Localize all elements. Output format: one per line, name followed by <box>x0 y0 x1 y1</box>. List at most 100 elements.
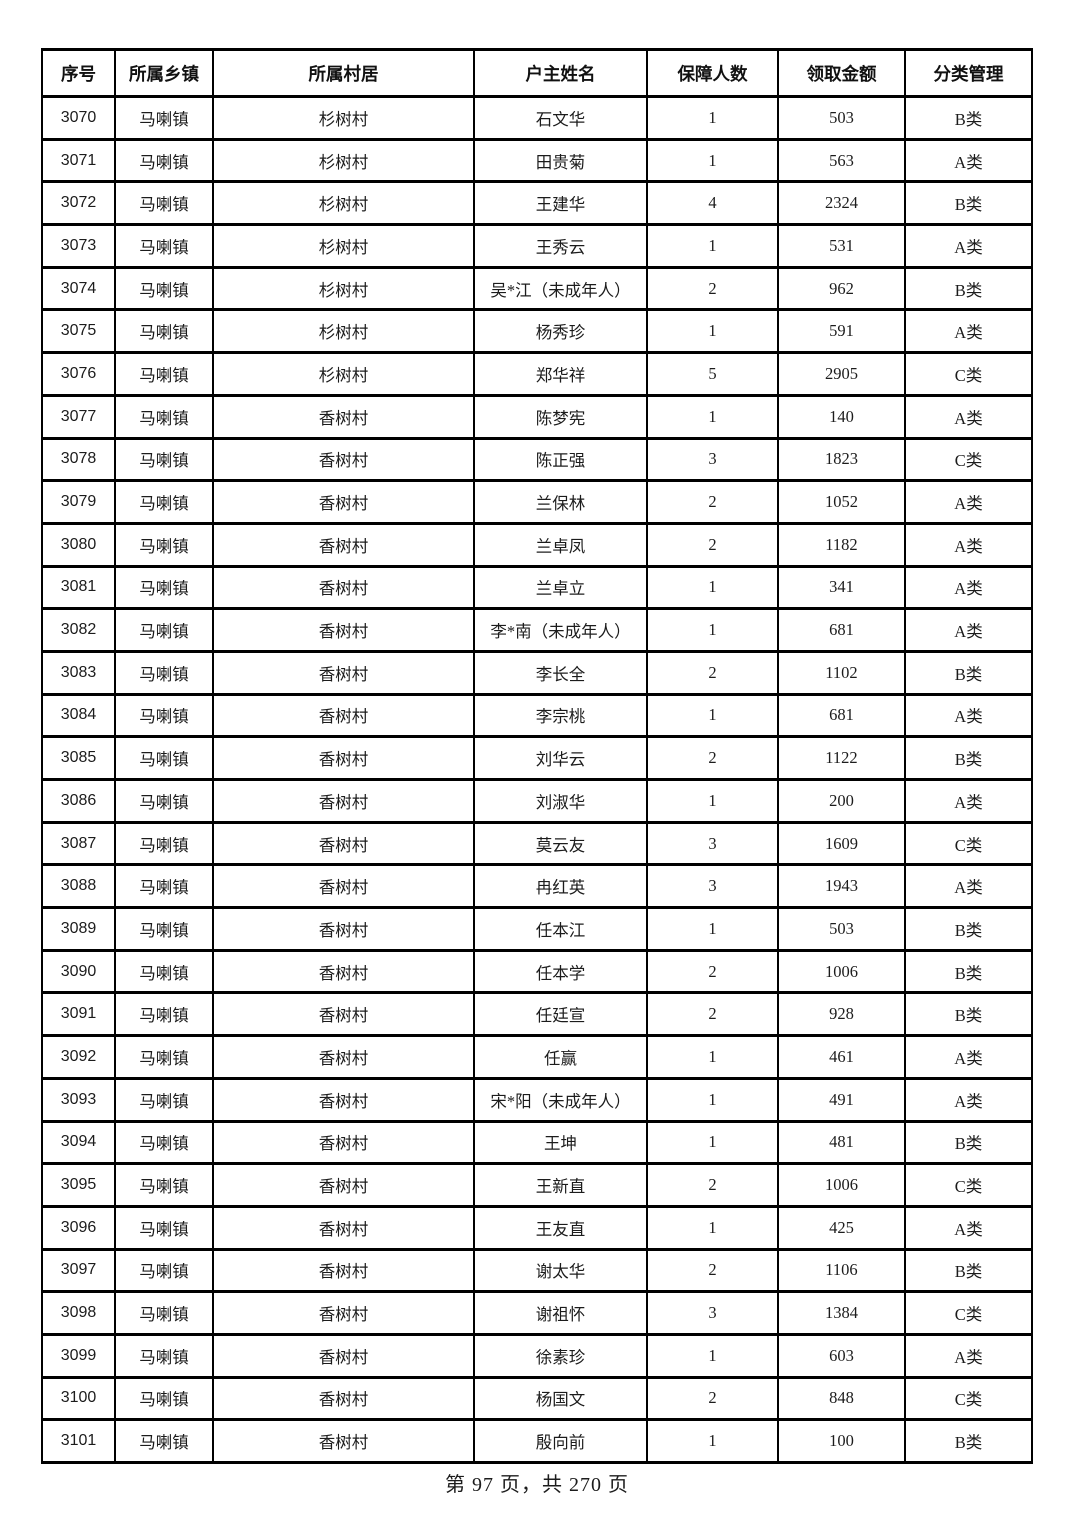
table-cell: 香树村 <box>212 1034 475 1080</box>
table-cell: 1 <box>646 778 779 824</box>
table-cell: A类 <box>904 778 1033 824</box>
table-cell: 杉树村 <box>212 95 475 141</box>
table-cell: 1006 <box>777 1162 906 1208</box>
table-cell: 2 <box>646 1375 779 1422</box>
table-cell: 马喇镇 <box>114 137 214 184</box>
table-cell: 殷向前 <box>473 1418 648 1464</box>
table-cell: 3101 <box>41 1418 116 1464</box>
table-cell: 3076 <box>41 351 116 397</box>
table-cell: 杨国文 <box>473 1375 648 1422</box>
table-cell: 马喇镇 <box>114 521 214 568</box>
table-cell: 马喇镇 <box>114 479 214 525</box>
table-cell: A类 <box>904 308 1033 355</box>
table-cell: 香树村 <box>212 649 475 696</box>
table-cell: 马喇镇 <box>114 436 214 483</box>
table-row: 3085 马喇镇 香树村 刘华云 2 1122 B类 <box>41 735 1033 781</box>
table-cell: 马喇镇 <box>114 393 214 440</box>
table-row: 3075 马喇镇 杉树村 杨秀珍 1 591 A类 <box>41 308 1033 355</box>
table-cell: 3071 <box>41 137 116 184</box>
table-cell: 香树村 <box>212 1076 475 1123</box>
table-cell: 马喇镇 <box>114 95 214 141</box>
table-cell: B类 <box>904 649 1033 696</box>
table-row: 3099 马喇镇 香树村 徐素珍 1 603 A类 <box>41 1332 1033 1379</box>
table-cell: 任赢 <box>473 1034 648 1080</box>
table-cell: 吴*江（未成年人） <box>473 265 648 312</box>
table-cell: C类 <box>904 1290 1033 1336</box>
table-cell: 徐素珍 <box>473 1332 648 1379</box>
table-cell: 1 <box>646 308 779 355</box>
table-cell: 681 <box>777 607 906 653</box>
table-cell: 马喇镇 <box>114 820 214 867</box>
table-cell: 马喇镇 <box>114 1204 214 1251</box>
table-cell: 2 <box>646 1162 779 1208</box>
table-cell: B类 <box>904 1247 1033 1294</box>
table-cell: 3087 <box>41 820 116 867</box>
table-cell: 马喇镇 <box>114 948 214 995</box>
table-cell: 刘华云 <box>473 735 648 781</box>
table-cell: 马喇镇 <box>114 1076 214 1123</box>
table-cell: 杉树村 <box>212 308 475 355</box>
table-cell: 3080 <box>41 521 116 568</box>
table-cell: 3093 <box>41 1076 116 1123</box>
table-cell: 140 <box>777 393 906 440</box>
table-cell: A类 <box>904 564 1033 611</box>
table-cell: 3082 <box>41 607 116 653</box>
table-cell: 马喇镇 <box>114 351 214 397</box>
table-row: 3091 马喇镇 香树村 任廷宣 2 928 B类 <box>41 991 1033 1038</box>
table-cell: B类 <box>904 95 1033 141</box>
table-cell: 848 <box>777 1375 906 1422</box>
table-cell: 1 <box>646 1418 779 1464</box>
table-cell: 香树村 <box>212 906 475 952</box>
table-cell: 兰保林 <box>473 479 648 525</box>
table-cell: 香树村 <box>212 1290 475 1336</box>
table-cell: 冉红英 <box>473 863 648 910</box>
table-cell: 591 <box>777 308 906 355</box>
table-row: 3095 马喇镇 香树村 王新直 2 1006 C类 <box>41 1162 1033 1208</box>
table-cell: 马喇镇 <box>114 1034 214 1080</box>
table-cell: 杉树村 <box>212 351 475 397</box>
table-cell: 1 <box>646 906 779 952</box>
table-cell: 1 <box>646 1076 779 1123</box>
table-cell: 481 <box>777 1119 906 1166</box>
table-cell: 2 <box>646 649 779 696</box>
table-cell: 1 <box>646 564 779 611</box>
table-cell: 王坤 <box>473 1119 648 1166</box>
table-row: 3094 马喇镇 香树村 王坤 1 481 B类 <box>41 1119 1033 1166</box>
table-cell: 491 <box>777 1076 906 1123</box>
table-cell: 3100 <box>41 1375 116 1422</box>
table-cell: 田贵菊 <box>473 137 648 184</box>
table-cell: 3085 <box>41 735 116 781</box>
column-header: 所属村居 <box>212 48 475 98</box>
table-cell: A类 <box>904 479 1033 525</box>
table-cell: 3095 <box>41 1162 116 1208</box>
table-cell: 李*南（未成年人） <box>473 607 648 653</box>
table-cell: 杉树村 <box>212 223 475 269</box>
table-row: 3074 马喇镇 杉树村 吴*江（未成年人） 2 962 B类 <box>41 265 1033 312</box>
table-row: 3087 马喇镇 香树村 莫云友 3 1609 C类 <box>41 820 1033 867</box>
table-cell: 李长全 <box>473 649 648 696</box>
table-cell: 马喇镇 <box>114 991 214 1038</box>
table-row: 3072 马喇镇 杉树村 王建华 4 2324 B类 <box>41 180 1033 227</box>
table-cell: C类 <box>904 1162 1033 1208</box>
table-cell: 马喇镇 <box>114 223 214 269</box>
table-cell: 香树村 <box>212 1119 475 1166</box>
table-cell: 5 <box>646 351 779 397</box>
table-cell: 莫云友 <box>473 820 648 867</box>
table-cell: 1102 <box>777 649 906 696</box>
table-cell: 马喇镇 <box>114 564 214 611</box>
table-cell: 杨秀珍 <box>473 308 648 355</box>
table-cell: 2 <box>646 265 779 312</box>
table-cell: C类 <box>904 1375 1033 1422</box>
table-row: 3080 马喇镇 香树村 兰卓凤 2 1182 A类 <box>41 521 1033 568</box>
table-cell: 香树村 <box>212 1375 475 1422</box>
table-cell: 香树村 <box>212 692 475 739</box>
table-row: 3097 马喇镇 香树村 谢太华 2 1106 B类 <box>41 1247 1033 1294</box>
table-cell: 1609 <box>777 820 906 867</box>
table-cell: B类 <box>904 948 1033 995</box>
table-cell: 马喇镇 <box>114 1332 214 1379</box>
table-cell: 香树村 <box>212 564 475 611</box>
table-cell: 425 <box>777 1204 906 1251</box>
table-cell: 3079 <box>41 479 116 525</box>
table-cell: 香树村 <box>212 1332 475 1379</box>
table-row: 3073 马喇镇 杉树村 王秀云 1 531 A类 <box>41 223 1033 269</box>
